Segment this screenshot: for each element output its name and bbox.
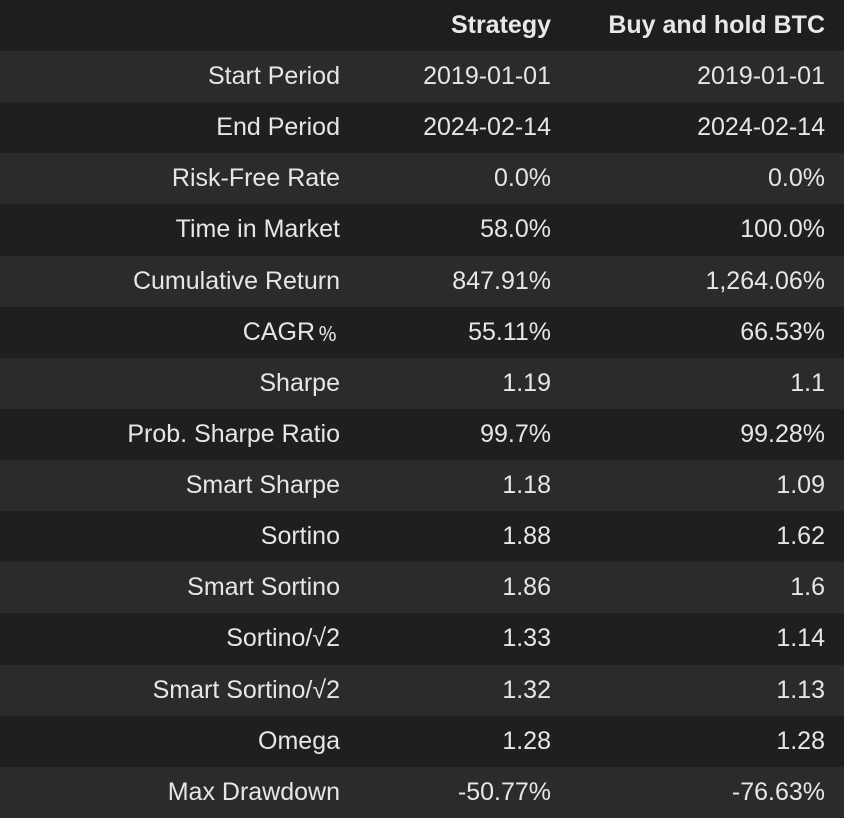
benchmark-value: 66.53% xyxy=(740,317,825,346)
header-benchmark: Buy and hold BTC xyxy=(608,11,825,39)
table-row: Cumulative Return 847.91% 1,264.06% xyxy=(0,255,844,307)
table-header-row: Strategy Buy and hold BTC xyxy=(0,0,844,51)
table-row: Time in Market 58.0% 100.0% xyxy=(0,204,844,256)
table-row: End Period 2024-02-14 2024-02-14 xyxy=(0,102,844,154)
metric-name: Smart Sortino xyxy=(187,573,340,602)
benchmark-value: 99.28% xyxy=(740,419,825,448)
table-row: Prob. Sharpe Ratio 99.7% 99.28% xyxy=(0,408,844,460)
metric-name: Start Period xyxy=(207,62,340,91)
benchmark-value: 1.14 xyxy=(776,624,825,653)
strategy-value: 1.28 xyxy=(502,726,551,755)
benchmark-value: 1.28 xyxy=(776,726,825,755)
benchmark-value: 100.0% xyxy=(740,215,825,244)
table-row: Start Period 2019-01-01 2019-01-01 xyxy=(0,51,844,103)
benchmark-value: -76.63% xyxy=(731,777,825,806)
strategy-value: -50.77% xyxy=(457,777,551,806)
strategy-value: 847.91% xyxy=(452,266,551,295)
table-row: Omega 1.28 1.28 xyxy=(0,715,844,767)
table-row: Smart Sortino/√2 1.32 1.13 xyxy=(0,664,844,716)
metric-name: Omega xyxy=(258,726,340,755)
strategy-value: 58.0% xyxy=(480,215,551,244)
benchmark-value: 1.62 xyxy=(776,522,825,551)
benchmark-value: 2024-02-14 xyxy=(697,113,825,142)
metric-name: Smart Sortino/√2 xyxy=(152,675,340,704)
table-row: Smart Sortino 1.86 1.6 xyxy=(0,562,844,614)
metric-name: Sortino/√2 xyxy=(226,624,340,653)
benchmark-value: 1.1 xyxy=(790,368,825,397)
strategy-value: 1.18 xyxy=(502,471,551,500)
strategy-value: 1.86 xyxy=(502,573,551,602)
strategy-value: 1.33 xyxy=(502,624,551,653)
table-row: Max Drawdown -50.77% -76.63% xyxy=(0,766,844,818)
metric-name: Cumulative Return xyxy=(132,266,340,295)
strategy-value: 99.7% xyxy=(480,419,551,448)
metric-name: Max Drawdown xyxy=(167,777,340,806)
metric-name: CAGR﹪ xyxy=(242,317,340,346)
metric-name: Sortino xyxy=(260,522,340,551)
strategy-value: 2019-01-01 xyxy=(423,62,551,91)
strategy-value: 2024-02-14 xyxy=(423,113,551,142)
benchmark-value: 1.09 xyxy=(776,471,825,500)
benchmark-value: 0.0% xyxy=(768,164,825,193)
table-row: Smart Sharpe 1.18 1.09 xyxy=(0,460,844,512)
strategy-value: 1.88 xyxy=(502,522,551,551)
table-row: CAGR﹪ 55.11% 66.53% xyxy=(0,306,844,358)
metric-name: Sharpe xyxy=(259,368,340,397)
strategy-value: 1.19 xyxy=(502,368,551,397)
benchmark-value: 1.6 xyxy=(790,573,825,602)
table-row: Sharpe 1.19 1.1 xyxy=(0,357,844,409)
metric-name: End Period xyxy=(216,113,340,142)
table-row: Sortino/√2 1.33 1.14 xyxy=(0,613,844,665)
metric-name: Smart Sharpe xyxy=(185,471,340,500)
strategy-value: 55.11% xyxy=(468,317,551,346)
table-row: Sortino 1.88 1.62 xyxy=(0,511,844,563)
benchmark-value: 2019-01-01 xyxy=(697,62,825,91)
metric-name: Time in Market xyxy=(175,215,340,244)
benchmark-value: 1,264.06% xyxy=(705,266,825,295)
strategy-value: 0.0% xyxy=(494,164,551,193)
header-strategy: Strategy xyxy=(450,11,551,39)
benchmark-value: 1.13 xyxy=(776,675,825,704)
metric-name: Risk-Free Rate xyxy=(171,164,340,193)
strategy-value: 1.32 xyxy=(502,675,551,704)
metric-name: Prob. Sharpe Ratio xyxy=(127,419,340,448)
table-row: Risk-Free Rate 0.0% 0.0% xyxy=(0,153,844,205)
